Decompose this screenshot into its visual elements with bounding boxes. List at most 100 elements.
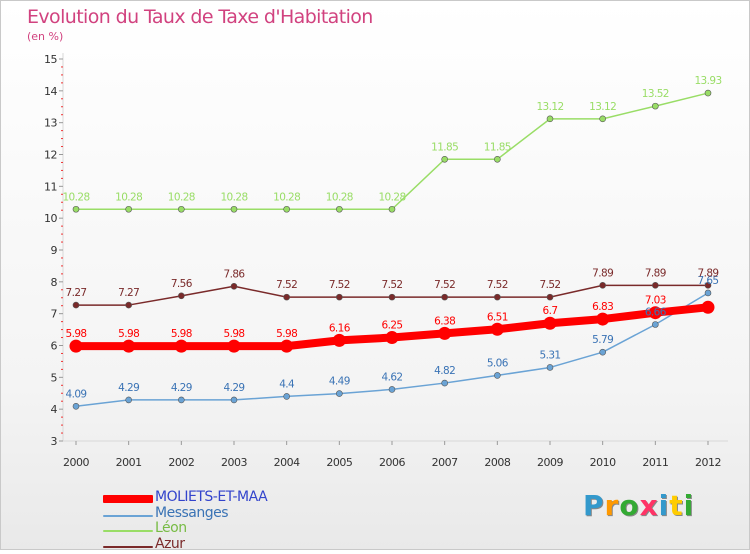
data-label: 11.85	[484, 141, 511, 153]
data-label: 10.28	[273, 191, 300, 203]
data-point	[388, 293, 396, 301]
chart-subtitle: (en %)	[27, 30, 64, 43]
data-point	[441, 155, 448, 163]
data-point	[546, 115, 554, 123]
data-label: 5.79	[592, 334, 613, 346]
data-point	[652, 102, 659, 110]
data-point	[652, 321, 659, 328]
y-tick-label: 11	[44, 180, 57, 193]
data-label: 6.16	[329, 322, 351, 334]
logo-letter: r	[604, 489, 620, 522]
data-label: 10.28	[378, 191, 405, 203]
logo-letter: i	[683, 489, 695, 522]
data-point	[336, 293, 343, 301]
data-label: 7.03	[645, 295, 666, 307]
data-label: 4.49	[329, 376, 350, 388]
data-label: 4.62	[382, 371, 403, 383]
data-point	[648, 306, 662, 320]
data-label: 7.89	[645, 267, 666, 279]
x-tick-label: 2011	[642, 456, 668, 469]
data-label: 6.66	[645, 306, 667, 318]
data-point	[494, 372, 501, 379]
data-point	[283, 393, 290, 400]
y-tick-label: 4	[51, 403, 58, 416]
data-point	[69, 339, 83, 353]
data-point	[546, 293, 554, 301]
x-tick-label: 2003	[221, 456, 247, 469]
data-label: 6.51	[487, 311, 508, 323]
data-label: 10.28	[168, 191, 195, 203]
legend-swatch	[103, 530, 153, 532]
y-tick-label: 5	[51, 371, 58, 384]
x-tick-label: 2001	[116, 456, 142, 469]
data-point	[438, 326, 452, 340]
data-point	[599, 115, 606, 123]
data-point	[72, 403, 80, 410]
data-label: 7.27	[66, 287, 87, 299]
data-label: 7.52	[382, 279, 403, 291]
data-point	[704, 289, 712, 297]
y-tick-label: 8	[51, 276, 58, 289]
data-label: 7.52	[329, 279, 350, 291]
legend-label: Messanges	[155, 504, 229, 521]
data-label: 11.85	[431, 141, 458, 153]
y-tick-label: 12	[44, 149, 57, 162]
data-point	[125, 205, 132, 213]
data-point	[280, 339, 294, 353]
data-point	[125, 301, 132, 309]
data-point	[336, 205, 343, 213]
data-label: 4.29	[171, 382, 192, 394]
data-point	[283, 293, 290, 301]
data-label: 4.09	[66, 388, 87, 400]
data-point	[230, 396, 238, 404]
data-label: 4.4	[279, 378, 295, 390]
data-label: 10.28	[326, 191, 353, 203]
data-point	[178, 396, 185, 404]
logo-letter: o	[619, 489, 640, 522]
logo-letter: P	[583, 489, 605, 522]
data-point	[701, 300, 715, 314]
data-point	[178, 292, 185, 300]
y-tick-label: 9	[51, 244, 58, 257]
x-tick-label: 2009	[537, 456, 563, 469]
x-tick-label: 2000	[63, 456, 89, 469]
data-point	[227, 339, 241, 353]
data-label: 5.31	[540, 349, 561, 361]
data-label: 13.12	[589, 101, 616, 113]
data-point	[546, 364, 554, 371]
y-tick-label: 6	[51, 340, 58, 353]
data-label: 5.98	[118, 328, 139, 340]
data-label: 5.06	[487, 357, 509, 369]
data-label: 10.28	[115, 191, 142, 203]
data-label: 7.86	[224, 268, 246, 280]
data-point	[230, 282, 238, 290]
x-tick-label: 2006	[379, 456, 405, 469]
data-label: 5.98	[171, 328, 192, 340]
data-point	[332, 333, 346, 347]
legend-label: Azur	[155, 535, 185, 552]
y-tick-label: 3	[51, 435, 58, 448]
data-label: 13.52	[642, 88, 669, 100]
x-tick-label: 2012	[695, 456, 721, 469]
data-label: 6.38	[434, 315, 455, 327]
data-label: 4.29	[118, 382, 139, 394]
data-point	[599, 348, 606, 356]
data-label: 7.89	[698, 267, 719, 279]
data-label: 13.12	[536, 101, 563, 113]
data-label: 7.27	[118, 287, 139, 299]
legend-swatch	[103, 545, 153, 548]
data-point	[174, 339, 188, 353]
data-label: 13.93	[694, 75, 721, 87]
data-label: 5.98	[66, 328, 87, 340]
data-point	[596, 312, 610, 326]
data-point	[494, 155, 501, 163]
data-label: 4.82	[434, 365, 455, 377]
data-point	[125, 396, 132, 404]
data-point	[385, 331, 399, 345]
data-point	[72, 301, 80, 309]
data-point	[122, 339, 136, 353]
data-point	[652, 282, 659, 289]
data-point	[178, 205, 185, 213]
